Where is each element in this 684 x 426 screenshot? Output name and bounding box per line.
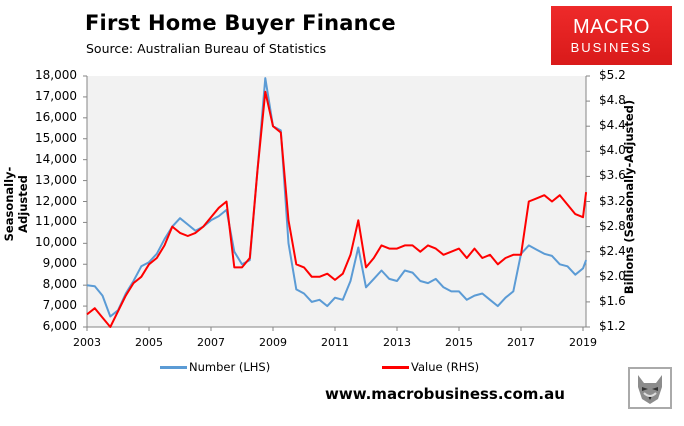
right-tick-label: $2.8 — [599, 218, 626, 233]
macrobusiness-logo: MACRO BUSINESS — [551, 6, 672, 65]
plot-area — [87, 76, 586, 327]
x-tick-label: 2011 — [321, 336, 349, 349]
left-tick-label: 11,000 — [35, 214, 77, 229]
left-tick-label: 6,000 — [42, 319, 77, 333]
x-tick-label: 2013 — [383, 336, 411, 349]
right-tick-label: $3.6 — [599, 168, 626, 183]
logo-line2: BUSINESS — [570, 40, 653, 55]
value-series-line — [86, 90, 588, 328]
right-tick-label: $4.8 — [599, 93, 626, 108]
x-tick-label: 2005 — [135, 336, 163, 349]
legend-swatch-value — [382, 366, 409, 369]
left-tick-label: 16,000 — [35, 109, 77, 124]
x-tick-label: 2003 — [73, 336, 101, 349]
x-tick-label: 2015 — [445, 336, 473, 349]
left-tick-label: 9,000 — [42, 256, 77, 271]
x-tick-label: 2009 — [259, 336, 287, 349]
logo-line1: MACRO — [573, 16, 650, 38]
right-tick-label: $1.2 — [599, 319, 626, 333]
right-tick-label: $4.4 — [599, 118, 626, 133]
right-tick-label: $3.2 — [599, 193, 626, 208]
left-tick-label: 14,000 — [35, 151, 77, 166]
chart-title: First Home Buyer Finance — [85, 11, 396, 35]
right-tick-label: $4.0 — [599, 143, 626, 158]
left-tick-label: 15,000 — [35, 130, 77, 145]
left-tick-label: 18,000 — [35, 68, 77, 82]
legend-value-label: Value (RHS) — [411, 360, 480, 374]
legend-swatch-number — [160, 366, 187, 369]
left-tick-label: 10,000 — [35, 235, 77, 250]
left-tick-label: 8,000 — [42, 277, 77, 292]
left-tick-label: 7,000 — [42, 298, 77, 313]
x-tick-label: 2019 — [569, 336, 597, 349]
right-tick-label: $5.2 — [599, 68, 626, 82]
legend-number-label: Number (LHS) — [189, 360, 271, 374]
right-tick-label: $2.0 — [599, 268, 626, 283]
right-tick-label: $1.6 — [599, 293, 626, 308]
x-tick-label: 2017 — [507, 336, 535, 349]
chart-subtitle: Source: Australian Bureau of Statistics — [86, 41, 327, 56]
website-url: www.macrobusiness.com.au — [325, 385, 565, 403]
wolf-icon — [628, 367, 672, 409]
left-tick-label: 17,000 — [35, 88, 77, 103]
left-tick-label: 12,000 — [35, 193, 77, 208]
left-tick-label: 13,000 — [35, 172, 77, 187]
x-tick-label: 2007 — [197, 336, 225, 349]
legend-number: Number (LHS) — [160, 360, 270, 374]
right-tick-label: $2.4 — [599, 243, 626, 258]
legend-value: Value (RHS) — [382, 360, 479, 374]
